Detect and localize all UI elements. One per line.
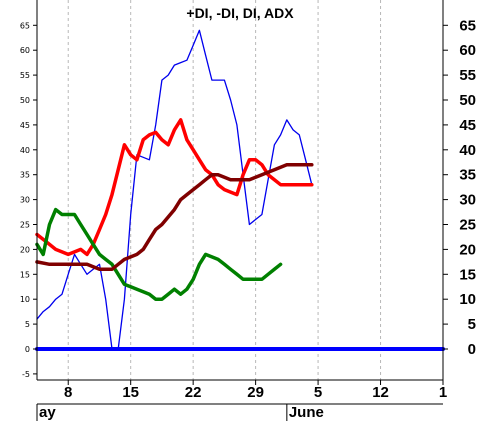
right-tick-label-3: 15 <box>459 266 476 283</box>
left-tick-label-6: 25 <box>20 221 30 230</box>
right-tick-label-6: 30 <box>459 192 476 209</box>
left-tick-label-1: 0 <box>25 345 30 354</box>
left-tick-label-0: -5 <box>22 370 30 379</box>
x-tick-label-5: 12 <box>372 384 389 401</box>
right-tick-label-13: 65 <box>459 17 476 34</box>
left-ticks: -5 0 5 10 15 20 25 30 35 40 45 50 55 60 65 <box>20 21 37 379</box>
right-tick-label-12: 60 <box>459 42 476 59</box>
right-tick-label-5: 25 <box>459 217 476 234</box>
right-ticks: 0 5 10 15 20 25 30 35 40 45 50 55 60 65 <box>443 17 476 358</box>
chart-title: +DI, -DI, DI, ADX <box>186 5 294 21</box>
right-tick-label-7: 35 <box>459 167 476 184</box>
left-tick-label-12: 55 <box>20 71 30 80</box>
right-tick-label-1: 5 <box>468 316 476 333</box>
right-tick-label-8: 40 <box>459 142 476 159</box>
right-tick-label-10: 50 <box>459 92 476 109</box>
right-tick-label-9: 45 <box>459 117 476 134</box>
x-tick-label-1: 15 <box>122 384 139 401</box>
left-tick-label-11: 50 <box>20 96 30 105</box>
axes <box>36 0 444 405</box>
left-tick-label-14: 65 <box>20 21 30 30</box>
series-line-3 <box>35 162 314 272</box>
month-label-1: June <box>289 404 324 421</box>
right-tick-label-0: 0 <box>468 341 476 358</box>
left-tick-label-3: 10 <box>20 295 30 304</box>
series-line-2 <box>35 207 283 301</box>
x-tick-label-6: 1 <box>439 384 447 401</box>
left-tick-label-4: 15 <box>20 270 30 279</box>
x-tick-label-3: 29 <box>247 384 264 401</box>
left-tick-label-13: 60 <box>20 46 30 55</box>
month-labels: ay June <box>36 404 324 421</box>
x-ticks: 8 15 22 29 5 12 1 <box>64 380 447 401</box>
right-tick-label-4: 20 <box>459 241 476 258</box>
right-tick-label-2: 10 <box>459 291 476 308</box>
x-tick-label-2: 22 <box>185 384 202 401</box>
month-label-0: ay <box>39 404 56 421</box>
left-tick-label-9: 40 <box>20 146 30 155</box>
left-tick-label-5: 20 <box>20 245 30 254</box>
right-tick-label-11: 55 <box>459 67 476 84</box>
x-tick-label-0: 8 <box>64 384 72 401</box>
left-tick-label-10: 45 <box>20 121 30 130</box>
x-tick-label-4: 5 <box>314 384 322 401</box>
series-lines <box>35 29 445 351</box>
left-tick-label-7: 30 <box>20 196 30 205</box>
series-line-0 <box>36 29 313 350</box>
left-tick-label-8: 35 <box>20 171 30 180</box>
left-tick-label-2: 5 <box>25 320 30 329</box>
